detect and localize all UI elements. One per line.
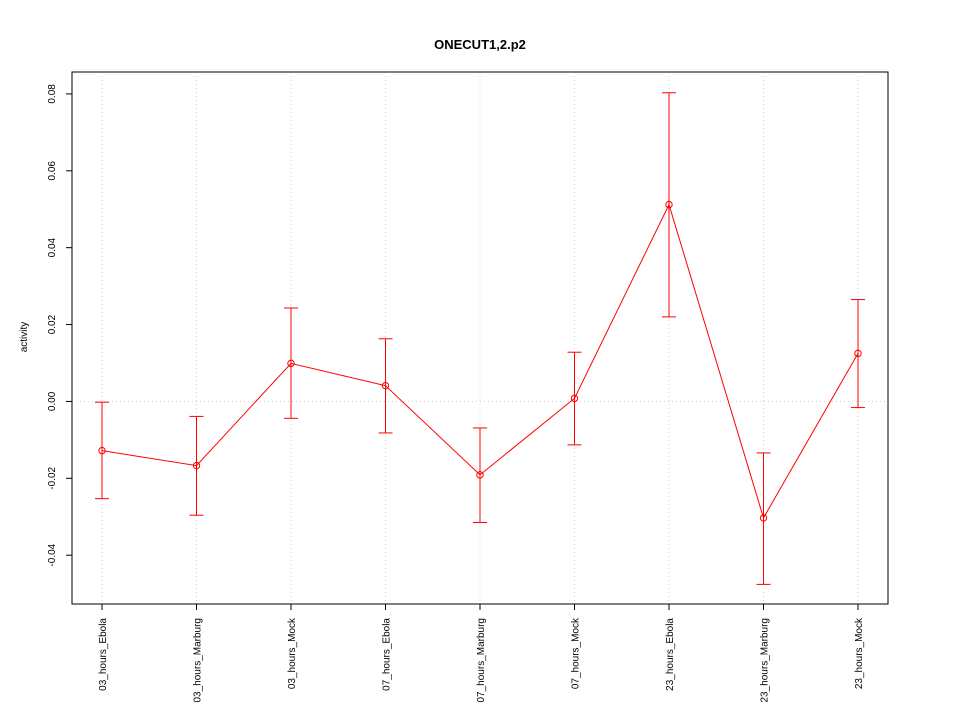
y-tick-label: 0.04	[47, 238, 58, 258]
x-tick-label: 07_hours_Marburg	[476, 618, 487, 703]
grid	[101, 72, 859, 604]
x-tick-label: 07_hours_Ebola	[382, 618, 393, 691]
data-point	[98, 446, 106, 455]
y-tick-label: 0.08	[47, 84, 58, 104]
x-tick-label: 03_hours_Ebola	[98, 618, 109, 691]
plot-frame	[71, 71, 889, 605]
x-tick-label: 03_hours_Mock	[287, 617, 298, 689]
x-tick-label: 07_hours_Mock	[571, 617, 582, 689]
data-point	[381, 381, 390, 390]
x-tick-label: 03_hours_Marburg	[193, 618, 204, 703]
y-tick-label: -0.04	[47, 543, 58, 566]
data-point	[854, 349, 862, 358]
data-point	[476, 471, 484, 479]
y-axis-label: activity	[19, 322, 30, 353]
data-point	[287, 359, 295, 368]
data-point	[759, 514, 768, 522]
series-layer	[95, 92, 865, 585]
chart-title: ONECUT1,2.p2	[434, 37, 526, 52]
data-point	[665, 200, 673, 209]
y-tick-label: 0.00	[47, 391, 58, 411]
y-tick-label: 0.02	[47, 314, 58, 334]
x-tick-label: 23_hours_Ebola	[665, 618, 676, 691]
data-point	[570, 394, 579, 403]
x-tick-label: 23_hours_Marburg	[760, 618, 771, 703]
y-tick-label: -0.02	[47, 466, 58, 489]
axes: -0.04 -0.02 0.00 0.02 0.04 0.06 0.08 03_hours_E…	[47, 84, 865, 703]
x-tick-label: 23_hours_Mock	[854, 617, 865, 689]
y-tick-label: 0.06	[47, 161, 58, 181]
data-point	[192, 461, 201, 470]
